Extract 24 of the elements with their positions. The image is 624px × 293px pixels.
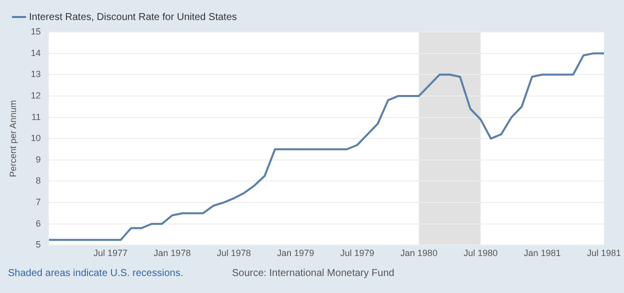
y-tick-label: 9 xyxy=(36,154,41,164)
y-tick-label: 10 xyxy=(30,133,41,144)
text: Shaded areas indicate U.S. recessions. xyxy=(8,268,184,279)
y-tick-label: 15 xyxy=(30,26,41,36)
x-tick-label: Jul 1977 xyxy=(93,248,128,258)
y-tick-label: 12 xyxy=(30,90,41,100)
x-tick-label: Jan 1979 xyxy=(277,248,314,258)
x-tick-label: Jul 1980 xyxy=(464,248,498,258)
x-tick-label: Jul 1981 xyxy=(586,248,621,258)
y-tick-label: 14 xyxy=(30,48,41,58)
legend-label: Interest Rates, Discount Rate for United States xyxy=(29,12,237,23)
y-tick-label: 5 xyxy=(36,240,41,250)
y-tick-label: 11 xyxy=(31,112,41,122)
x-tick-label: Jan 1978 xyxy=(154,248,191,258)
source-note: Source: International Monetary Fund xyxy=(232,268,394,279)
x-tick-label: Jan 1980 xyxy=(400,248,438,258)
y-axis-title: Percent per Annum xyxy=(8,100,18,178)
y-tick-label: 7 xyxy=(36,197,41,208)
x-tick-label: Jul 1978 xyxy=(216,248,251,258)
y-tick-label: 13 xyxy=(30,69,41,80)
y-tick-label: 8 xyxy=(36,176,41,186)
x-tick-label: Jul 1979 xyxy=(340,248,374,258)
y-tick-label: 6 xyxy=(36,218,41,228)
x-tick-label: Jan 1981 xyxy=(524,248,561,258)
